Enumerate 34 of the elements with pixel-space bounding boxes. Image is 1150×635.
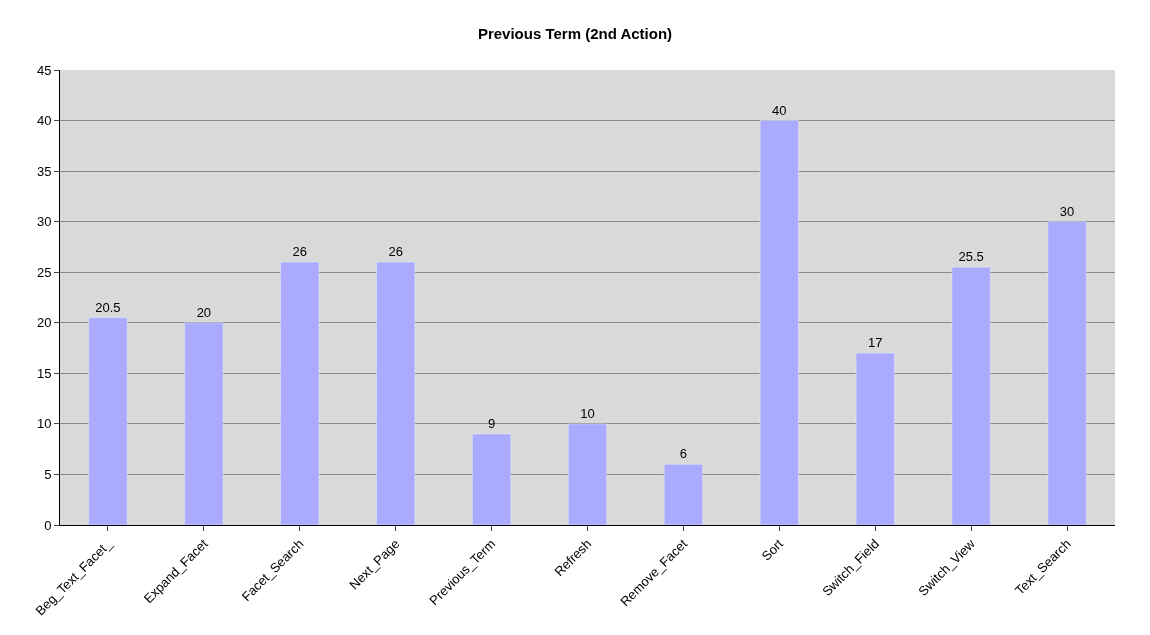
- data-label: 30: [1059, 203, 1075, 219]
- data-label: 6: [679, 446, 688, 462]
- y-tick-label: 0: [44, 517, 52, 533]
- y-tick-label: 20: [36, 315, 52, 331]
- data-label: 25.5: [958, 249, 984, 265]
- y-tick-label: 30: [36, 214, 52, 230]
- chart-title: Previous Term (2nd Action): [477, 25, 673, 43]
- y-tick-label: 5: [44, 466, 52, 482]
- y-tick-label: 35: [36, 163, 52, 179]
- bar: [1047, 221, 1087, 525]
- data-label: 10: [580, 405, 595, 421]
- data-label: 9: [487, 416, 496, 431]
- y-tick-label: 40: [36, 113, 52, 129]
- data-label: 20: [196, 304, 212, 320]
- bar: [951, 266, 991, 525]
- y-tick-label: 15: [36, 365, 52, 381]
- bar: [568, 423, 607, 525]
- bar: [184, 322, 224, 525]
- data-label: 26: [292, 244, 307, 260]
- bar: [280, 261, 320, 525]
- bar: [663, 464, 703, 525]
- y-tick-label: 45: [36, 62, 52, 78]
- data-label: 40: [772, 102, 787, 118]
- x-tick-label: Sort: [758, 535, 787, 564]
- bar: [88, 317, 128, 525]
- y-tick-label: 25: [36, 264, 52, 280]
- bar: [472, 433, 512, 525]
- data-label: 20.5: [95, 299, 121, 315]
- bar: [376, 261, 416, 525]
- data-label: 17: [868, 335, 883, 351]
- bar: [759, 120, 799, 525]
- y-tick-label: 10: [36, 416, 52, 432]
- data-label: 26: [388, 244, 403, 260]
- bar: [855, 352, 895, 525]
